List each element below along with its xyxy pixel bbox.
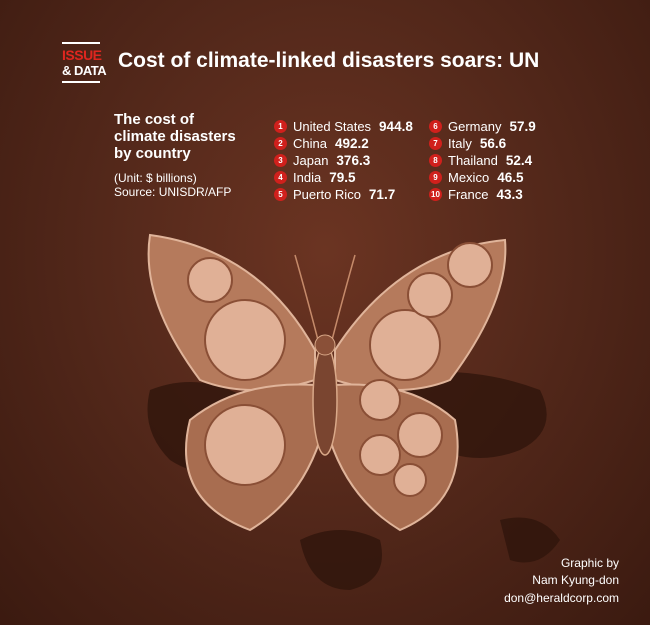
ranking-row: 10 France 43.3 (429, 187, 523, 203)
ranking-row: 4 India 79.5 (274, 170, 355, 186)
country: France (448, 187, 489, 203)
rank-badge: 6 (429, 119, 442, 133)
logo-bottom: & DATA (62, 63, 107, 78)
ranking-row: 6 Germany 57.9 (429, 118, 536, 134)
rank-badge: 10 (429, 188, 442, 202)
value: 79.5 (329, 170, 356, 186)
intro-line: climate disasters (114, 128, 236, 145)
value: 944.8 (379, 118, 413, 134)
rank-badge: 7 (429, 136, 442, 150)
intro-line: The cost of (114, 111, 195, 128)
value: 56.6 (479, 135, 507, 151)
rank-badge: 5 (274, 188, 287, 202)
rank-badge: 8 (429, 153, 442, 167)
ranking-row: 3 Japan 376.3 (274, 152, 370, 168)
country: Japan (293, 152, 329, 168)
source: Source: UNISDR/AFP (114, 185, 232, 199)
value: 57.9 (509, 118, 536, 134)
country: Italy (448, 135, 472, 151)
country: India (293, 170, 322, 186)
country: China (293, 135, 327, 151)
ranking-row: 8 Thailand 52.4 (429, 152, 532, 168)
ranking-row: 1 United States 944.8 (274, 118, 413, 134)
credit: Nam Kyung-don (532, 573, 619, 587)
intro-line: by country (114, 145, 191, 162)
rank-badge: 9 (429, 171, 442, 185)
rank-badge: 2 (274, 136, 287, 150)
ranking-row: 2 China 492.2 (274, 135, 369, 151)
logo-top: ISSUE (62, 47, 102, 63)
country: Puerto Rico (293, 187, 361, 203)
rank-badge: 3 (274, 153, 287, 167)
value: 43.3 (496, 187, 523, 203)
country: United States (293, 118, 372, 134)
ranking-row: 9 Mexico 46.5 (429, 170, 523, 186)
ranking-row: 5 Puerto Rico 71.7 (274, 187, 395, 203)
rank-badge: 1 (274, 119, 287, 133)
value: 52.4 (505, 152, 533, 168)
intro-title: The cost of climate disasters by country (114, 111, 236, 162)
ranking-row: 7 Italy 56.6 (429, 135, 506, 151)
title: Cost of climate-linked disasters soars: … (118, 49, 540, 72)
country: Mexico (448, 170, 490, 186)
value: 71.7 (368, 187, 396, 203)
value: 46.5 (497, 170, 524, 186)
value: 376.3 (336, 152, 371, 168)
country: Germany (448, 118, 502, 134)
unit: (Unit: $ billions) (114, 171, 197, 185)
value: 492.2 (334, 135, 369, 151)
rank-badge: 4 (274, 171, 287, 185)
country: Thailand (448, 152, 498, 168)
credit: Graphic by (560, 556, 619, 570)
credit-email: don@heraldcorp.com (504, 591, 619, 605)
